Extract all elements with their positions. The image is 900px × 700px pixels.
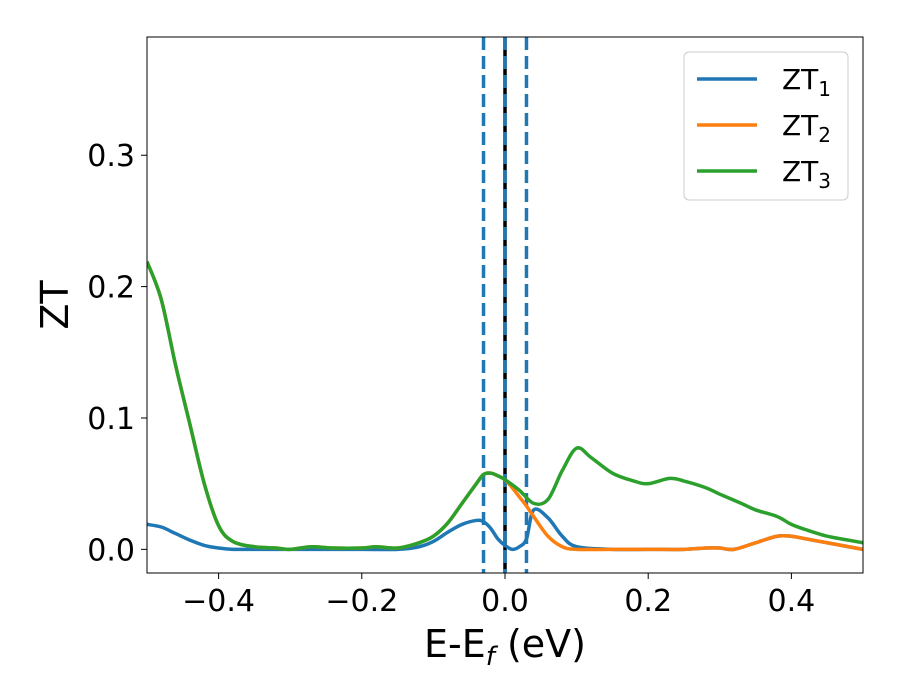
legend-label-3: ZT3: [782, 155, 831, 193]
x-axis-title: E-Ef (eV): [424, 622, 586, 672]
legend-label-1: ZT1: [782, 63, 831, 101]
x-axis-title-main: E-E: [424, 622, 486, 666]
x-tick-label: 0.0: [481, 584, 529, 619]
x-tick-label: −0.2: [325, 584, 398, 619]
y-axis-title: ZT: [33, 280, 77, 330]
vline-group: [481, 37, 529, 573]
legend: ZT1 ZT2 ZT3: [683, 51, 849, 201]
y-tick-label: 0.3: [87, 139, 135, 174]
x-tick-label: −0.4: [182, 584, 255, 619]
y-tick-label: 0.0: [87, 533, 135, 568]
x-axis-title-unit: (eV): [495, 622, 586, 666]
legend-label-2: ZT2: [782, 109, 831, 147]
y-axis: 0.0 0.1 0.2 0.3: [87, 139, 147, 568]
y-tick-label: 0.1: [87, 402, 135, 437]
y-tick-label: 0.2: [87, 271, 135, 306]
x-tick-label: 0.2: [624, 584, 672, 619]
x-tick-label: 0.4: [768, 584, 816, 619]
series-group: [147, 261, 863, 552]
series-line-3: [147, 261, 863, 552]
x-axis: −0.4 −0.2 0.0 0.2 0.4: [182, 573, 815, 619]
legend-frame: [683, 51, 849, 201]
